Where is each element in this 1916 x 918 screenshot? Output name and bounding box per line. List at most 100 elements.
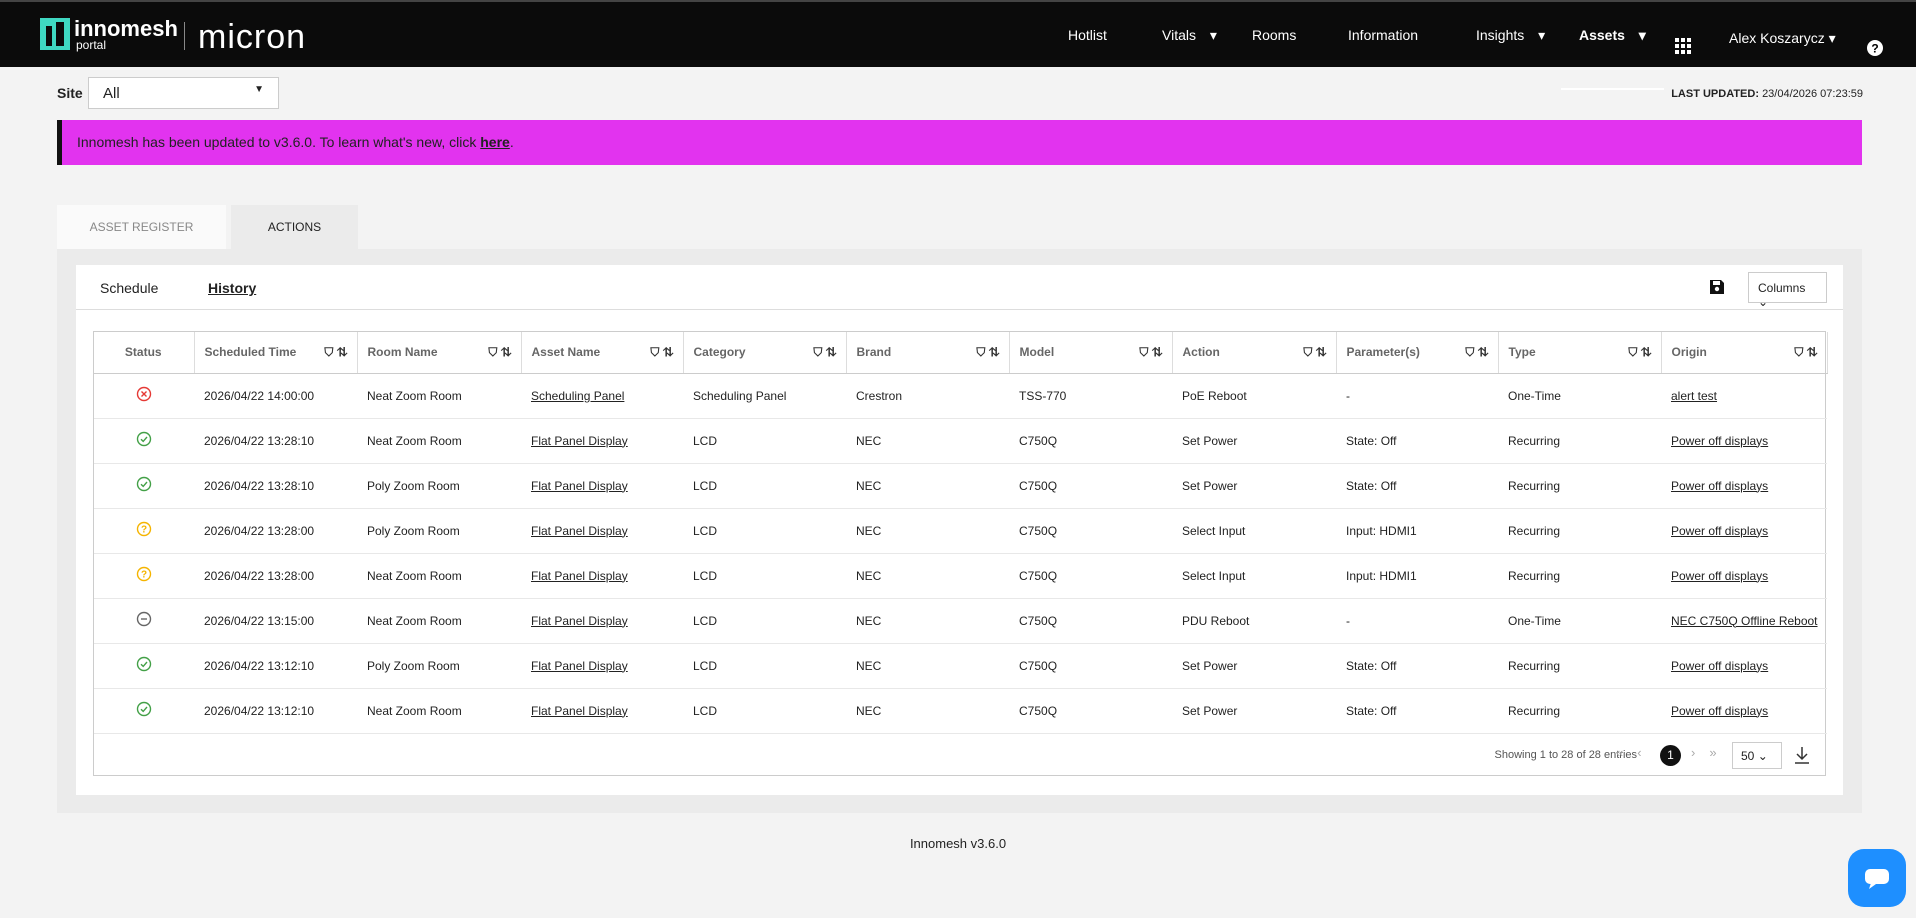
link-cell[interactable]: Flat Panel Display	[521, 508, 683, 554]
cell: Input: HDMI1	[1336, 508, 1498, 554]
nav-label: Information	[1348, 27, 1419, 43]
link-cell[interactable]: Flat Panel Display	[521, 688, 683, 734]
cell: C750Q	[1009, 463, 1172, 509]
nav-item[interactable]: Assets ▾	[1561, 25, 1664, 90]
link-cell[interactable]: Scheduling Panel	[521, 373, 683, 419]
link-cell[interactable]: Flat Panel Display	[521, 463, 683, 509]
nav-item[interactable]: Insights ▾	[1476, 25, 1545, 90]
svg-text:?: ?	[140, 525, 146, 536]
table-row: ? 2026/04/22 13:28:00 Poly Zoom Room Flat P…	[94, 508, 1827, 554]
nav-item[interactable]: Hotlist	[1068, 25, 1107, 90]
cell: State: Off	[1336, 643, 1498, 689]
link-cell[interactable]: Power off displays	[1661, 508, 1827, 554]
cell: Poly Zoom Room	[357, 643, 521, 689]
status-icon	[136, 431, 151, 447]
cell: LCD	[683, 463, 846, 509]
columns-button[interactable]: Columns ⌄	[1748, 272, 1827, 309]
sort-filter-icons: ⛉ ⇅	[1794, 344, 1818, 359]
nav-item[interactable]: Information	[1348, 25, 1418, 90]
tab-active[interactable]: ACTIONS	[231, 205, 358, 249]
column-header[interactable]: Status	[94, 332, 195, 374]
column-header[interactable]: Model ⛉ ⇅	[1009, 332, 1173, 374]
column-header[interactable]: Room Name ⛉ ⇅	[357, 332, 522, 374]
cell: Set Power	[1172, 643, 1336, 689]
cell: Neat Zoom Room	[357, 553, 521, 599]
cell: NEC	[846, 463, 1009, 509]
cell: NEC	[846, 688, 1009, 734]
subtab-active[interactable]: History	[208, 280, 257, 296]
status-cell	[94, 688, 194, 734]
divider	[76, 309, 1843, 310]
site-value: All	[103, 85, 120, 102]
nav-item[interactable]: Rooms	[1252, 25, 1296, 90]
status-cell: ?	[94, 508, 194, 554]
table-row: ? 2026/04/22 13:28:00 Neat Zoom Room Flat P…	[94, 553, 1827, 599]
pager-next[interactable]: ›»	[1691, 745, 1731, 760]
cell: Input: HDMI1	[1336, 553, 1498, 599]
link-cell[interactable]: alert test	[1661, 373, 1827, 419]
cell: PDU Reboot	[1172, 598, 1336, 644]
link-cell[interactable]: NEC C750Q Offline Reboot	[1661, 598, 1827, 644]
status-cell	[94, 418, 194, 464]
divider	[184, 22, 185, 50]
column-header[interactable]: Type ⛉ ⇅	[1498, 332, 1662, 374]
status-icon: ?	[136, 566, 151, 582]
nav-item[interactable]: Vitals ▾	[1162, 25, 1217, 90]
cell: 2026/04/22 13:12:10	[194, 643, 357, 689]
column-header[interactable]: Brand ⛉ ⇅	[846, 332, 1010, 374]
cell: LCD	[683, 418, 846, 464]
column-header[interactable]: Origin ⛉ ⇅	[1661, 332, 1828, 374]
tab[interactable]: ASSET REGISTER	[57, 205, 226, 249]
help-icon[interactable]: ?	[1866, 39, 1884, 57]
page-current[interactable]: 1	[1660, 745, 1681, 766]
link-cell[interactable]: Power off displays	[1661, 553, 1827, 599]
cell: C750Q	[1009, 688, 1172, 734]
cell: Set Power	[1172, 688, 1336, 734]
link-cell[interactable]: Power off displays	[1661, 463, 1827, 509]
apps-icon[interactable]	[1675, 38, 1691, 54]
cell: Recurring	[1498, 418, 1661, 464]
column-title: Action	[1182, 344, 1220, 359]
link-cell[interactable]: Power off displays	[1661, 643, 1827, 689]
save-icon[interactable]	[1709, 279, 1725, 295]
chat-button[interactable]	[1848, 849, 1906, 907]
cell: Neat Zoom Room	[357, 418, 521, 464]
column-header[interactable]: Parameter(s) ⛉ ⇅	[1336, 332, 1499, 374]
cell: C750Q	[1009, 508, 1172, 554]
pager-prev[interactable]: «‹	[1616, 745, 1656, 760]
column-title: Origin	[1671, 344, 1707, 359]
cell: C750Q	[1009, 553, 1172, 599]
cell: Neat Zoom Room	[357, 373, 521, 419]
cell: State: Off	[1336, 463, 1498, 509]
link-cell[interactable]: Flat Panel Display	[521, 598, 683, 644]
cell: 2026/04/22 13:12:10	[194, 688, 357, 734]
cell: State: Off	[1336, 418, 1498, 464]
column-title: Status	[124, 345, 162, 360]
site-select[interactable]: All ▼	[88, 77, 279, 109]
banner-link[interactable]: here	[480, 134, 510, 150]
cell: LCD	[683, 688, 846, 734]
download-icon[interactable]	[1794, 746, 1810, 764]
user-menu[interactable]: Alex Koszarycz ▾	[1729, 30, 1836, 46]
column-header[interactable]: Scheduled Time ⛉ ⇅	[194, 332, 358, 374]
link-cell[interactable]: Flat Panel Display	[521, 418, 683, 464]
link-cell[interactable]: Flat Panel Display	[521, 643, 683, 689]
column-header[interactable]: Action ⛉ ⇅	[1172, 332, 1337, 374]
link-cell[interactable]: Power off displays	[1661, 688, 1827, 734]
sort-filter-icons: ⛉ ⇅	[650, 344, 674, 359]
subtab[interactable]: Schedule	[100, 280, 159, 296]
cell: NEC	[846, 598, 1009, 644]
link-cell[interactable]: Power off displays	[1661, 418, 1827, 464]
column-header[interactable]: Asset Name ⛉ ⇅	[521, 332, 684, 374]
sort-filter-icons: ⛉ ⇅	[324, 344, 348, 359]
column-header[interactable]: Category ⛉ ⇅	[683, 332, 847, 374]
link-cell[interactable]: Flat Panel Display	[521, 553, 683, 599]
user-name: Alex Koszarycz	[1729, 30, 1825, 46]
status-cell	[94, 373, 194, 419]
last-updated-value: 23/04/2026 07:23:59	[1762, 88, 1863, 100]
caret: ▾	[1205, 27, 1217, 43]
table-row: 2026/04/22 13:28:10 Neat Zoom Room Flat Pa…	[94, 418, 1827, 464]
cell: Recurring	[1498, 463, 1661, 509]
cell: Select Input	[1172, 508, 1336, 554]
page-size[interactable]: 50 ⌄	[1732, 742, 1782, 769]
